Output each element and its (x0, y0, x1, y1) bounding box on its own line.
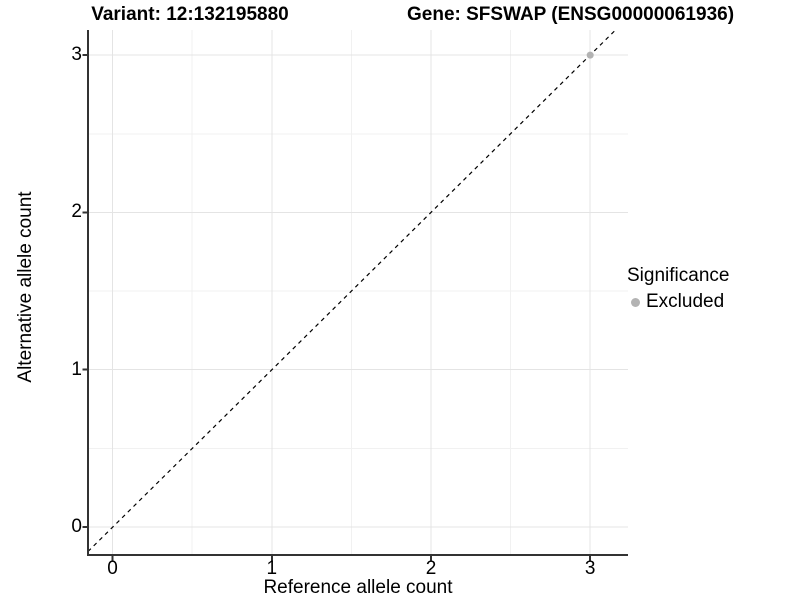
x-tick-label-2: 2 (425, 558, 437, 579)
data-points-layer (586, 51, 594, 59)
x-tick-label-0: 0 (107, 558, 118, 579)
gridlines-minor (88, 30, 628, 554)
title-variant: Variant: 12:132195880 (91, 4, 289, 25)
legend-item-excluded: Excluded (627, 291, 800, 313)
identity-line (87, 29, 616, 552)
plot-panel (82, 29, 628, 562)
title-gene: Gene: SFSWAP (ENSG00000061936) (407, 4, 735, 25)
legend-title: Significance (627, 265, 730, 286)
x-tick-label-3: 3 (584, 558, 596, 579)
data-point (586, 51, 594, 59)
y-tick-label-1: 1 (71, 358, 82, 380)
axis-lines (87, 30, 628, 556)
y-axis-title: Alternative allele count (15, 191, 36, 383)
gridlines-major (88, 30, 628, 554)
legend: Significance Excluded (627, 264, 800, 313)
x-axis-title: Reference allele count (263, 577, 453, 598)
x-tick-label-1: 1 (266, 558, 278, 579)
legend-dot-excluded-icon (631, 297, 640, 307)
tick-marks (82, 54, 592, 562)
y-tick-label-2: 2 (71, 201, 82, 223)
legend-item-label: Excluded (646, 291, 725, 312)
y-tick-label-0: 0 (71, 516, 82, 537)
y-tick-label-3: 3 (71, 44, 82, 66)
